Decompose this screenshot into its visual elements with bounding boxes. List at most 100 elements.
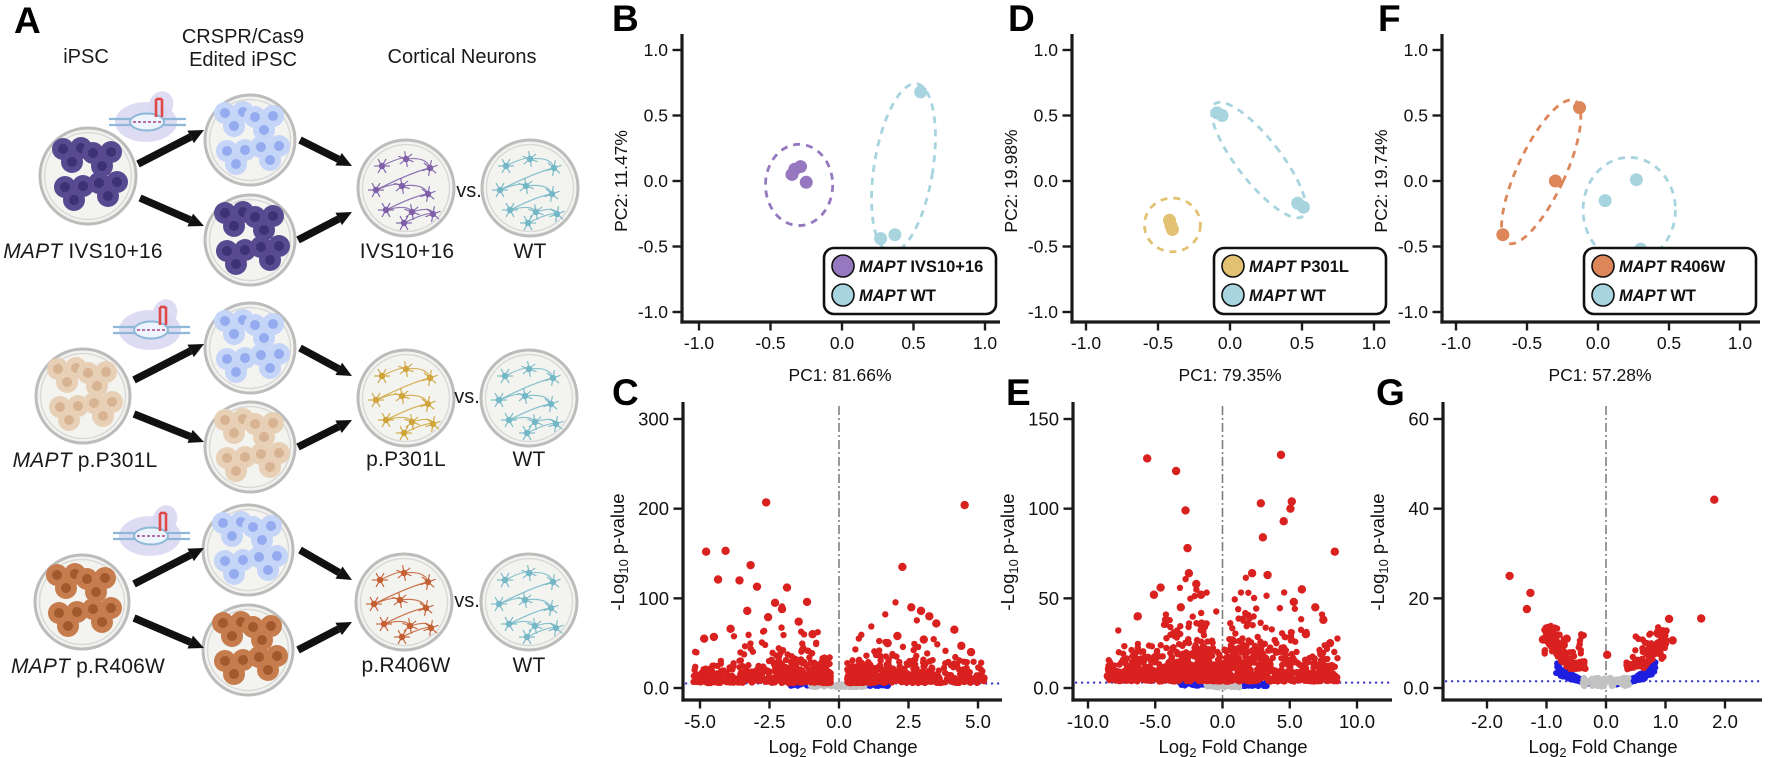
y-axis-label: PC2: 11.47% xyxy=(611,130,631,232)
svg-text:-Log10 p-value: -Log10 p-value xyxy=(607,493,631,610)
svg-text:0.0: 0.0 xyxy=(1404,171,1429,191)
volcano-nonsignificant-points xyxy=(1579,674,1633,690)
svg-text:-5.0: -5.0 xyxy=(684,711,716,732)
panel-label-e: E xyxy=(1006,372,1031,413)
panel-a-workflow-diagram: A iPSC CRSPR/Cas9 Edited iPSC Cortical N… xyxy=(0,0,600,757)
svg-text:-Log10 p-value: -Log10 p-value xyxy=(997,493,1021,610)
volcano-chart: -2.0 -1.0 0.0 1.0 2.0 0.0 20 40 60 Log2 Fold Chan… xyxy=(1367,402,1762,757)
pca-series-wt xyxy=(870,82,937,254)
svg-text:-0.5: -0.5 xyxy=(755,333,785,353)
svg-text:100: 100 xyxy=(638,588,669,609)
svg-text:300: 300 xyxy=(638,409,669,430)
vs-label-row2: vs. xyxy=(454,386,480,408)
y-axis-label: PC2: 19.74% xyxy=(1371,129,1391,232)
panel-label-d: D xyxy=(1008,0,1035,39)
svg-text:MAPT R406W: MAPT R406W xyxy=(1619,258,1726,276)
svg-text:Log2 Fold Change: Log2 Fold Change xyxy=(768,736,917,757)
svg-text:-2.0: -2.0 xyxy=(1471,711,1503,732)
svg-text:0.0: 0.0 xyxy=(643,678,669,699)
svg-text:MAPT WT: MAPT WT xyxy=(1249,287,1326,305)
y-axis-label: PC2: 19.98% xyxy=(1001,129,1021,232)
crispr-cas9-icon xyxy=(113,505,190,556)
svg-text:5.0: 5.0 xyxy=(965,711,991,732)
panel-label-g: G xyxy=(1376,372,1405,413)
pca-plot-r406w: -1.0 -0.5 0.0 0.5 1.0 1.0 0.5 0.0 -0.5 -1.0 PC1: 5… xyxy=(1371,34,1760,385)
wt-dish-label-row1: WT xyxy=(513,240,547,263)
wt-dish-label-row2: WT xyxy=(512,448,546,471)
svg-text:-Log10 p-value: -Log10 p-value xyxy=(1367,493,1391,610)
x-axis-label: PC1: 57.28% xyxy=(1548,365,1651,385)
pca-series-p301l xyxy=(1142,196,1202,254)
svg-text:0.0: 0.0 xyxy=(826,711,852,732)
workflow-arrow xyxy=(296,625,341,654)
panel-d-pca-p301l: D -1.0 -0.5 0.0 0.5 1.0 1.0 0.5 0.0 -0.5 -1.0 PC1:… xyxy=(990,0,1402,398)
panel-label-f: F xyxy=(1378,0,1401,39)
column-header-cortical-neurons: Cortical Neurons xyxy=(387,46,537,68)
pca-plot-ivs10plus16: -1.0 -0.5 0.0 0.5 1.0 1.0 0.5 0.0 -0.5 -1.0 PC1: 8… xyxy=(611,34,1000,385)
svg-text:0.5: 0.5 xyxy=(644,106,668,126)
panel-b-pca-ivs10plus16: B -1.0 -0.5 0.0 0.5 1.0 1.0 0.5 0.0 -0.5 -1.0 PC1:… xyxy=(600,0,1012,398)
neuron-dish-label-p301l: p.P301L xyxy=(366,448,446,471)
svg-text:Log2 Fold Change: Log2 Fold Change xyxy=(1528,736,1677,757)
svg-text:2.0: 2.0 xyxy=(1712,711,1738,732)
svg-text:0.0: 0.0 xyxy=(1593,711,1619,732)
pca-series-r406w xyxy=(1496,98,1587,246)
svg-text:-0.5: -0.5 xyxy=(638,237,668,257)
pca-chart: -1.0 -0.5 0.0 0.5 1.0 1.0 0.5 0.0 -0.5 -1.0 PC1: 7… xyxy=(1001,34,1390,385)
svg-text:0.0: 0.0 xyxy=(830,333,855,353)
svg-text:1.0: 1.0 xyxy=(973,333,998,353)
panel-label-a: A xyxy=(14,0,41,41)
svg-text:Log2 Fold Change: Log2 Fold Change xyxy=(1158,736,1307,757)
petri-dish-neurons-wt-row1 xyxy=(480,138,580,238)
svg-text:-1.0: -1.0 xyxy=(1028,302,1058,322)
petri-dish-ipsc-row2 xyxy=(34,347,132,445)
svg-text:-1.0: -1.0 xyxy=(638,302,668,322)
svg-text:0.0: 0.0 xyxy=(1210,711,1236,732)
svg-text:0.0: 0.0 xyxy=(1034,171,1059,191)
svg-text:1.0: 1.0 xyxy=(1653,711,1679,732)
svg-text:MAPT IVS10+16: MAPT IVS10+16 xyxy=(859,258,983,276)
row-label-mapt-p301l: MAPT p.P301L xyxy=(12,449,158,472)
workflow-arrow xyxy=(136,133,193,168)
svg-text:-5.0: -5.0 xyxy=(1139,711,1171,732)
volcano-chart: -10.0 -5.0 0.0 5.0 10.0 0.0 50 100 150 Log2 Fold … xyxy=(997,402,1392,757)
volcano-plot-ivs10plus16: -5.0 -2.5 0.0 2.5 5.0 0.0 100 200 300 Log2 Fold C… xyxy=(607,402,1002,757)
neuron-dish-label-ivs10plus16: IVS10+16 xyxy=(359,240,455,263)
workflow-arrow xyxy=(296,215,341,244)
x-axis-label: PC1: 81.66% xyxy=(788,365,891,385)
svg-text:-0.5: -0.5 xyxy=(1512,333,1542,353)
svg-text:1.0: 1.0 xyxy=(1362,333,1387,353)
svg-text:5.0: 5.0 xyxy=(1277,711,1303,732)
svg-text:0.5: 0.5 xyxy=(1290,333,1314,353)
svg-text:MAPT P301L: MAPT P301L xyxy=(1249,258,1349,276)
petri-dish-neurons-mutant-row1 xyxy=(356,138,456,238)
pca-legend: MAPT P301L MAPT WT xyxy=(1212,246,1388,316)
svg-text:-1.0: -1.0 xyxy=(1441,333,1471,353)
svg-text:20: 20 xyxy=(1408,588,1429,609)
wt-dish-label-row3: WT xyxy=(512,654,546,677)
svg-text:-1.0: -1.0 xyxy=(684,333,714,353)
svg-text:50: 50 xyxy=(1038,588,1059,609)
svg-text:-0.5: -0.5 xyxy=(1398,237,1428,257)
workflow-arrow xyxy=(298,344,341,373)
workflow-arrow xyxy=(132,410,192,440)
svg-text:-2.5: -2.5 xyxy=(754,711,786,732)
workflow-arrow xyxy=(296,423,341,451)
neuron-dish-label-r406w: p.R406W xyxy=(361,654,451,677)
svg-text:0.5: 0.5 xyxy=(901,333,925,353)
pca-series-ivs10+16 xyxy=(764,142,835,227)
svg-text:-1.0: -1.0 xyxy=(1531,711,1563,732)
pca-chart: -1.0 -0.5 0.0 0.5 1.0 1.0 0.5 0.0 -0.5 -1.0 PC1: 8… xyxy=(611,34,1000,385)
svg-text:-10.0: -10.0 xyxy=(1067,711,1109,732)
crispr-cas9-icon xyxy=(109,91,186,142)
pca-chart: -1.0 -0.5 0.0 0.5 1.0 1.0 0.5 0.0 -0.5 -1.0 PC1: 5… xyxy=(1371,34,1760,385)
pca-legend: MAPT IVS10+16 MAPT WT xyxy=(822,246,998,316)
svg-text:MAPT WT: MAPT WT xyxy=(859,287,936,305)
workflow-arrow xyxy=(298,136,341,163)
panel-g-volcano-r406w: G -2.0 -1.0 0.0 1.0 2.0 0.0 20 40 60 Log2 Fold Ch… xyxy=(1360,372,1772,757)
petri-dish-edited-mutant-row3 xyxy=(201,603,295,697)
petri-dish-neurons-mutant-row3 xyxy=(354,552,454,652)
workflow-arrow xyxy=(132,614,192,646)
svg-text:100: 100 xyxy=(1028,498,1059,519)
column-header-crispr-line2: Edited iPSC xyxy=(189,49,297,71)
